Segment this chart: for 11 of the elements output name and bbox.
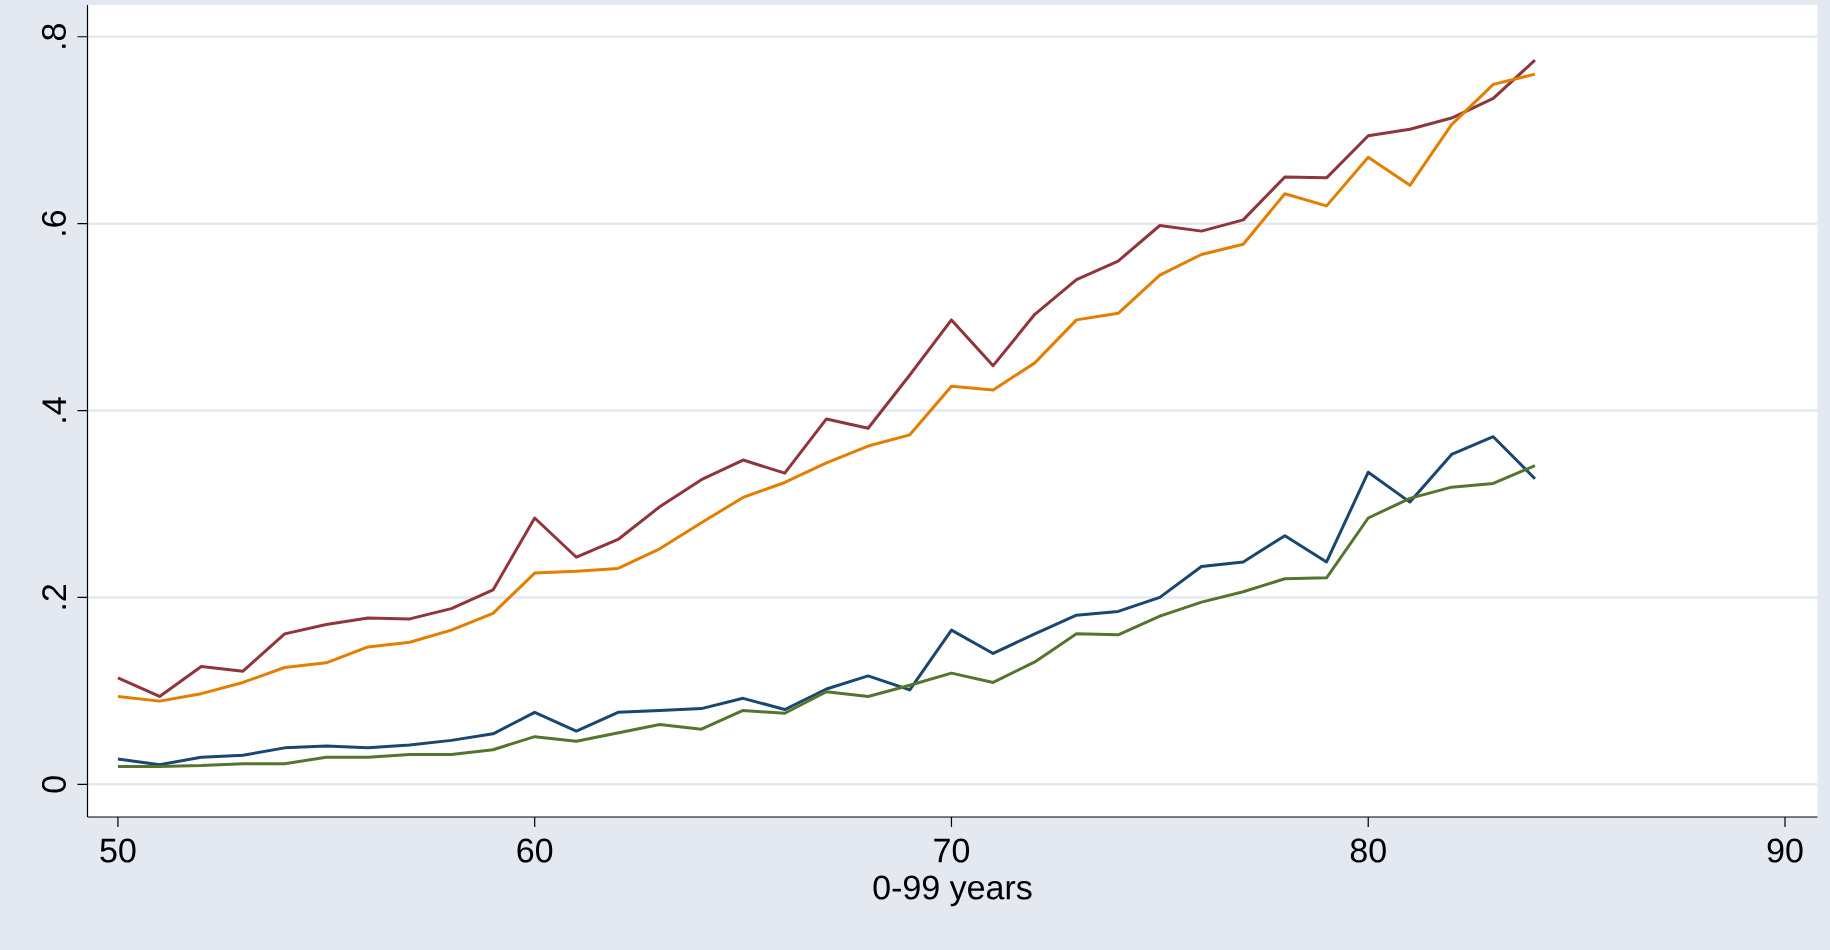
x-tick-label: 90 xyxy=(1767,838,1803,863)
x-tick-label: 80 xyxy=(1350,838,1386,863)
y-tick-label: .8 xyxy=(41,24,66,48)
x-tick-label: 50 xyxy=(100,838,136,863)
y-tick-label: 0 xyxy=(41,776,66,793)
x-tick-label: 70 xyxy=(934,838,970,863)
y-tick-label: .4 xyxy=(42,397,66,422)
x-axis-title: 0-99 years xyxy=(873,875,1032,907)
y-tick-label: .6 xyxy=(41,210,66,235)
y-tick-label: .2 xyxy=(42,584,66,609)
x-tick-label: 60 xyxy=(517,838,553,863)
